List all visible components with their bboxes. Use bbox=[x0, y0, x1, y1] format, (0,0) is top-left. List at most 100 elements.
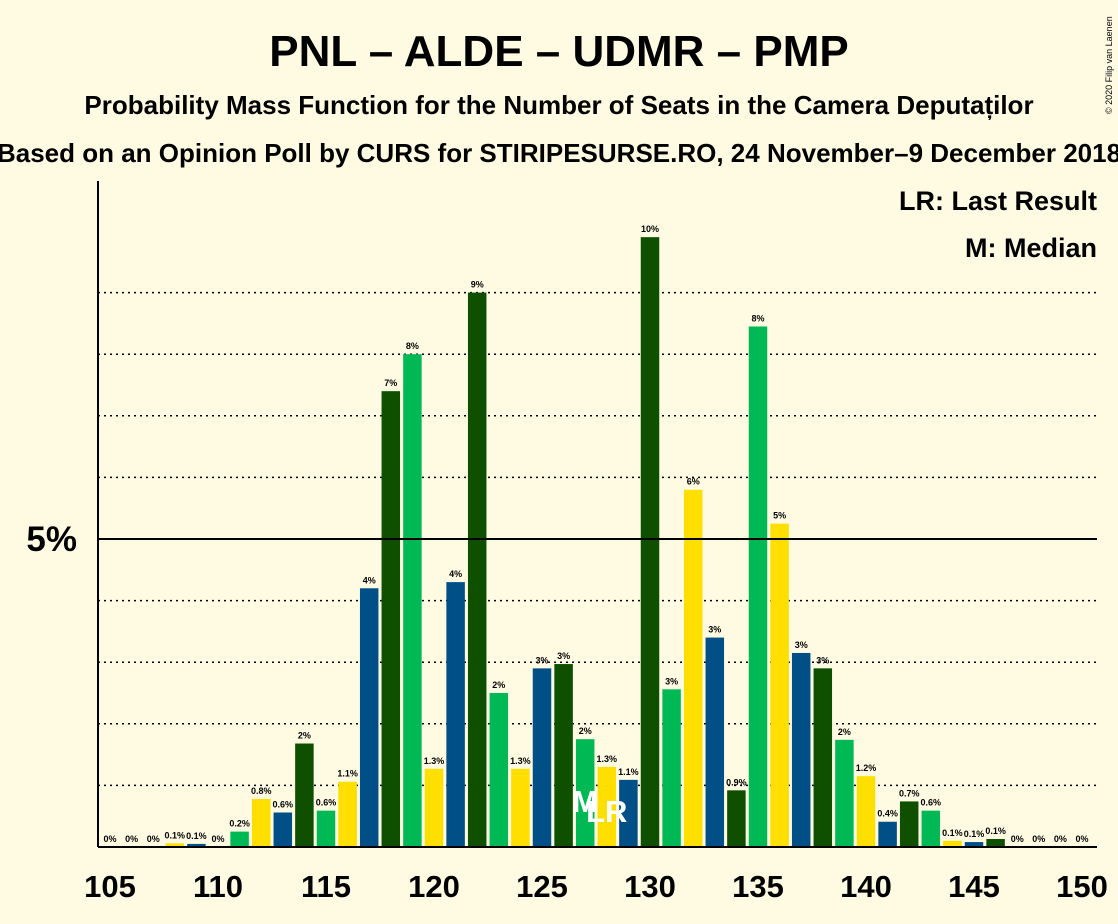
bar bbox=[165, 843, 185, 847]
data-label: 8% bbox=[406, 341, 419, 351]
data-label: 1.2% bbox=[856, 763, 877, 773]
x-tick-label: 120 bbox=[408, 869, 460, 904]
x-tick-label: 150 bbox=[1056, 869, 1108, 904]
data-label: 2% bbox=[492, 680, 505, 690]
bar bbox=[316, 810, 336, 847]
bar bbox=[273, 812, 293, 847]
chart-title: PNL – ALDE – UDMR – PMP bbox=[269, 27, 848, 76]
data-label: 0.8% bbox=[251, 786, 272, 796]
bar bbox=[921, 810, 941, 847]
copyright: © 2020 Filip van Laenen bbox=[1104, 16, 1114, 114]
data-label: 3% bbox=[795, 640, 808, 650]
data-label: 3% bbox=[708, 625, 721, 635]
bar bbox=[964, 842, 984, 847]
grid bbox=[98, 291, 1097, 787]
chart-source: Based on an Opinion Poll by CURS for STI… bbox=[0, 138, 1118, 168]
bar bbox=[575, 739, 595, 847]
data-label: 4% bbox=[363, 575, 376, 585]
bar bbox=[943, 840, 962, 847]
data-label: 2% bbox=[579, 726, 592, 736]
data-label: 0.1% bbox=[964, 829, 985, 839]
data-label: 0.6% bbox=[273, 800, 294, 810]
x-tick-label: 140 bbox=[840, 869, 892, 904]
data-label: 0% bbox=[211, 834, 224, 844]
data-label: 0% bbox=[103, 834, 116, 844]
data-label: 3% bbox=[665, 676, 678, 686]
bar bbox=[640, 237, 660, 847]
bar bbox=[359, 588, 379, 847]
data-label: 0.4% bbox=[877, 809, 898, 819]
data-label: 5% bbox=[773, 511, 786, 521]
x-tick-label: 135 bbox=[732, 869, 784, 904]
bar bbox=[791, 652, 811, 847]
data-label: 1.1% bbox=[337, 769, 358, 779]
bar bbox=[251, 798, 271, 847]
bar bbox=[381, 391, 401, 847]
bar bbox=[835, 739, 854, 847]
data-label: 3% bbox=[816, 655, 829, 665]
bar bbox=[187, 843, 206, 847]
x-tick-label: 145 bbox=[948, 869, 1000, 904]
bar bbox=[878, 821, 897, 847]
axes: 5% 105 110 115 120 125 130 135 140 145 150 bbox=[26, 181, 1108, 904]
bar bbox=[770, 523, 789, 847]
bar bbox=[489, 693, 509, 847]
data-label: 7% bbox=[384, 378, 397, 388]
data-label: 0.6% bbox=[316, 798, 337, 808]
bar bbox=[511, 768, 530, 847]
data-label: 1.1% bbox=[618, 767, 639, 777]
bar bbox=[748, 326, 768, 848]
data-label: 10% bbox=[641, 224, 659, 234]
data-label: 0.7% bbox=[899, 788, 920, 798]
y-tick-label: 5% bbox=[26, 520, 77, 559]
bar bbox=[856, 776, 876, 847]
bar bbox=[597, 766, 617, 847]
bar bbox=[532, 668, 552, 847]
bar bbox=[338, 781, 357, 847]
bar bbox=[899, 801, 919, 847]
data-label: 0.9% bbox=[726, 777, 747, 787]
chart-subtitle: Probability Mass Function for the Number… bbox=[84, 90, 1033, 120]
data-label: 0% bbox=[1075, 834, 1088, 844]
bar bbox=[813, 668, 833, 847]
x-tick-label: 130 bbox=[624, 869, 676, 904]
bar bbox=[403, 354, 422, 847]
bar bbox=[683, 489, 703, 847]
data-label: 0.1% bbox=[165, 830, 186, 840]
data-label: 4% bbox=[449, 569, 462, 579]
data-label: 0.1% bbox=[985, 826, 1006, 836]
x-tick-label: 110 bbox=[193, 869, 243, 904]
data-label: 6% bbox=[687, 477, 700, 487]
data-label: 0% bbox=[1054, 834, 1067, 844]
legend-last-result: LR: Last Result bbox=[899, 186, 1097, 216]
data-label: 8% bbox=[751, 313, 764, 323]
data-label: 0.1% bbox=[942, 828, 963, 838]
bar bbox=[295, 743, 314, 847]
bar bbox=[424, 768, 444, 847]
bar bbox=[554, 664, 573, 847]
data-label: 0.6% bbox=[921, 798, 942, 808]
data-label: 0% bbox=[1011, 834, 1024, 844]
x-tick-label: 125 bbox=[516, 869, 568, 904]
bar bbox=[986, 838, 1005, 847]
data-label: 2% bbox=[838, 727, 851, 737]
data-label: 1.3% bbox=[510, 756, 531, 766]
bar bbox=[705, 637, 725, 847]
legend-median: M: Median bbox=[965, 233, 1097, 263]
bar bbox=[662, 689, 681, 847]
data-label: 1.3% bbox=[424, 756, 445, 766]
bar bbox=[727, 790, 746, 847]
data-label: 0% bbox=[125, 834, 138, 844]
x-tick-label: 105 bbox=[84, 869, 136, 904]
bar bbox=[619, 779, 638, 847]
bar bbox=[230, 831, 249, 847]
data-label: 3% bbox=[535, 655, 548, 665]
data-label: 0% bbox=[147, 834, 160, 844]
data-label: 0.1% bbox=[186, 831, 207, 841]
x-tick-label: 115 bbox=[301, 869, 351, 904]
markers: MLR bbox=[572, 784, 627, 829]
data-label: 3% bbox=[557, 651, 570, 661]
bar bbox=[446, 582, 465, 847]
median-marker: M bbox=[572, 784, 598, 819]
